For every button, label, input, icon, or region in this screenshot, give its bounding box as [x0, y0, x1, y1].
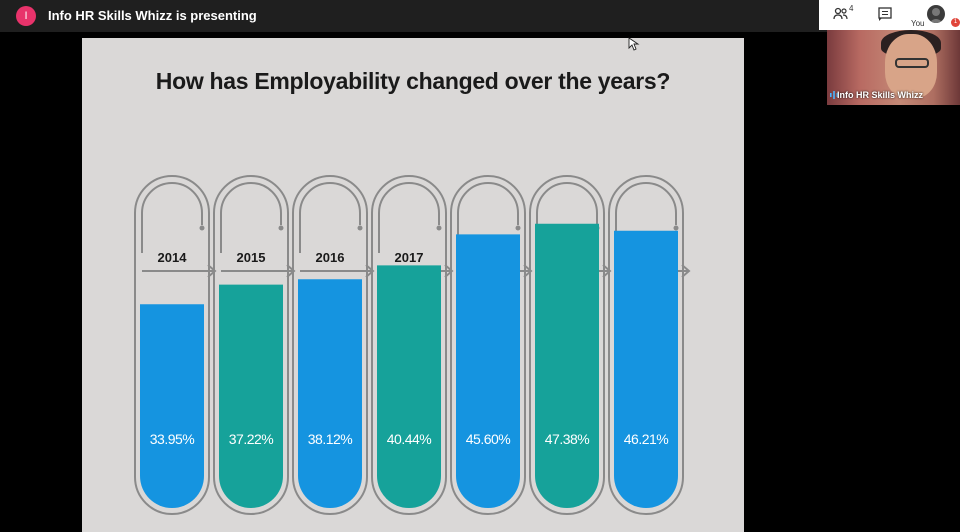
notification-badge: 1 [951, 18, 960, 27]
tube-outline [134, 175, 210, 515]
participant-name: Info HR Skills Whizz [837, 90, 924, 100]
tube-outline [529, 175, 605, 515]
tube-loop-arrow [457, 182, 519, 253]
tube-loop-arrow [220, 182, 282, 253]
tube-loop-arrow [536, 182, 598, 253]
value-label: 38.12% [308, 431, 353, 447]
tube-outline [371, 175, 447, 515]
tube-loop-arrow [615, 182, 677, 253]
value-label: 46.21% [624, 431, 669, 447]
presenting-status-text: Info HR Skills Whizz is presenting [48, 8, 257, 23]
year-arrow-head [681, 264, 691, 278]
year-label: 2016 [316, 250, 345, 265]
value-label: 40.44% [387, 431, 432, 447]
value-label: 37.22% [229, 431, 274, 447]
tube-outline [292, 175, 368, 515]
bar-fill [614, 230, 678, 509]
tube-loop-dot [436, 225, 442, 231]
chat-icon [878, 7, 892, 21]
bar-fill [219, 284, 283, 508]
people-icon [833, 7, 848, 20]
tube-loop-dot [278, 225, 284, 231]
bar-fill [535, 223, 599, 508]
value-label: 47.38% [545, 431, 590, 447]
tube-loop-arrow [141, 182, 203, 253]
tube-loop-arrow [299, 182, 361, 253]
tube-loop-dot [199, 225, 205, 231]
presentation-slide: How has Employability changed over the y… [82, 38, 744, 532]
people-count-badge: 4 [849, 4, 854, 13]
meeting-controls: 4 You 1 [819, 0, 960, 30]
bar-fill [456, 234, 520, 508]
user-avatar-icon [929, 8, 943, 23]
you-label: You [911, 19, 925, 28]
participant-glasses [895, 58, 929, 68]
self-avatar[interactable] [927, 5, 945, 23]
bar-fill [377, 265, 441, 508]
slide-title: How has Employability changed over the y… [155, 68, 671, 94]
tube-outline [450, 175, 526, 515]
tube-outline [213, 175, 289, 515]
tube-loop-dot [357, 225, 363, 231]
tube-loop-arrow [378, 182, 440, 253]
bar-fill [298, 279, 362, 508]
participant-video-tile[interactable]: Info HR Skills Whizz [827, 30, 960, 105]
chat-button[interactable] [877, 6, 895, 24]
bar-fill [140, 304, 204, 508]
value-label: 33.95% [150, 431, 195, 447]
year-label: 2014 [158, 250, 188, 265]
audio-level-icon [830, 91, 838, 99]
presenter-avatar: I [16, 6, 36, 26]
year-label: 2017 [395, 250, 424, 265]
year-label: 2015 [237, 250, 266, 265]
people-button[interactable] [833, 6, 855, 24]
tube-loop-dot [515, 225, 521, 231]
employability-chart: 2014 33.95% 2015 37.22% 2016 38.12% 2017 40.44%… [134, 175, 691, 515]
tube-loop-dot [673, 225, 679, 231]
mouse-cursor-icon [628, 37, 640, 51]
value-label: 45.60% [466, 431, 511, 447]
meeting-top-bar: I Info HR Skills Whizz is presenting 4 Y… [0, 0, 960, 32]
tube-outline [608, 175, 684, 515]
